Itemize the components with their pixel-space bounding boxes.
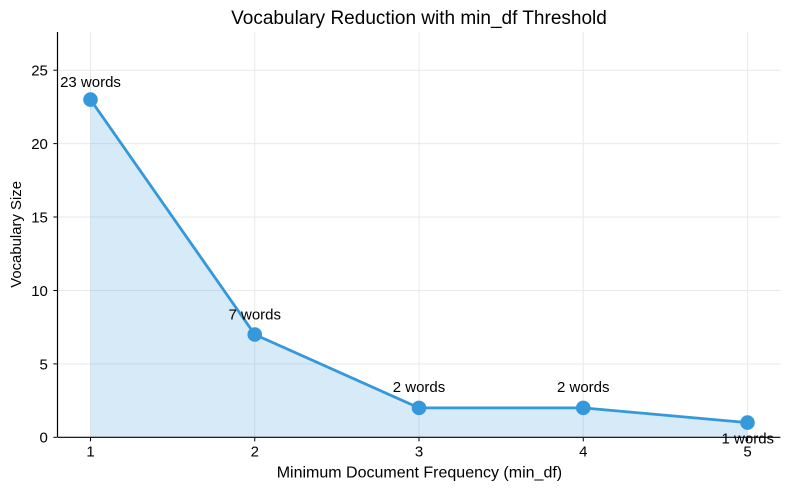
svg-text:3: 3 bbox=[415, 444, 423, 461]
svg-text:20: 20 bbox=[31, 136, 48, 153]
svg-text:10: 10 bbox=[31, 283, 48, 300]
svg-text:2 words: 2 words bbox=[393, 379, 446, 396]
svg-text:1 words: 1 words bbox=[722, 430, 775, 447]
svg-text:5: 5 bbox=[743, 444, 751, 461]
svg-text:0: 0 bbox=[40, 430, 48, 447]
svg-text:23 words: 23 words bbox=[60, 74, 121, 91]
svg-text:2: 2 bbox=[251, 444, 259, 461]
svg-text:Vocabulary Size: Vocabulary Size bbox=[9, 181, 25, 288]
svg-text:15: 15 bbox=[31, 209, 48, 226]
svg-text:4: 4 bbox=[579, 444, 587, 461]
svg-text:Minimum Document Frequency (mi: Minimum Document Frequency (min_df) bbox=[277, 465, 562, 482]
svg-text:Vocabulary Reduction with min_: Vocabulary Reduction with min_df Thresho… bbox=[231, 8, 607, 29]
svg-text:7 words: 7 words bbox=[228, 307, 281, 324]
svg-text:5: 5 bbox=[40, 356, 48, 373]
svg-text:2 words: 2 words bbox=[557, 379, 610, 396]
svg-text:1: 1 bbox=[86, 444, 94, 461]
svg-text:25: 25 bbox=[31, 63, 48, 80]
